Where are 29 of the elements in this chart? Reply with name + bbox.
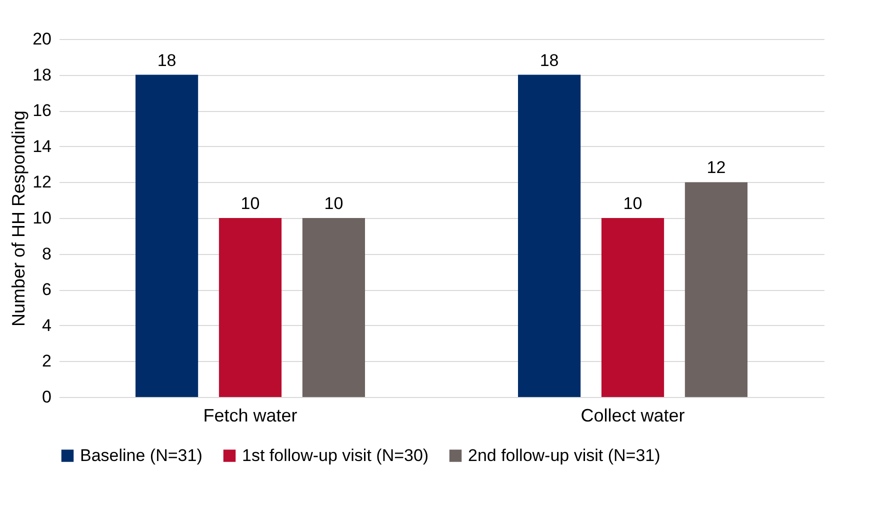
y-tick-label: 20 [32,30,52,48]
bar [218,218,282,397]
bar [302,218,365,397]
y-tick-label: 8 [42,244,52,264]
y-tick-label: 4 [42,316,52,335]
bar [601,218,664,397]
legend-label: 2nd follow-up visit (N=31) [468,446,660,465]
y-tick-label: 12 [32,172,52,192]
legend-label: Baseline (N=31) [80,446,202,465]
y-tick-label: 6 [42,280,52,300]
data-label: 10 [623,194,642,213]
y-tick-label: 14 [32,136,52,156]
data-label: 18 [157,50,176,70]
x-tick-label: Collect water [580,406,685,426]
y-tick-label: 16 [32,101,52,120]
legend-label: 1st follow-up visit (N=30) [242,446,429,465]
y-tick-label: 0 [42,388,52,406]
y-tick-label: 2 [42,352,52,371]
bar [684,182,748,397]
y-tick-label: 18 [32,65,52,84]
bar [518,74,581,397]
y-axis-title: Number of HH Responding [8,110,29,327]
data-label: 10 [240,194,260,213]
data-label: 18 [540,50,559,70]
y-tick-label: 10 [32,208,52,228]
bar [136,74,198,397]
x-tick-label: Fetch water [203,406,298,426]
data-label: 12 [706,158,726,178]
data-label: 10 [324,194,344,213]
